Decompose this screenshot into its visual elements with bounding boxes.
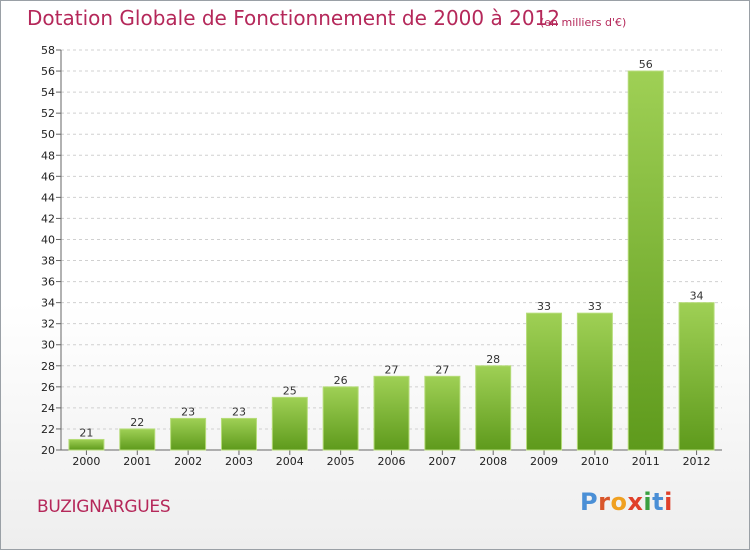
bar-value-label: 25 (283, 384, 297, 397)
bar (373, 375, 410, 451)
bar-value-label: 27 (435, 363, 449, 376)
y-tick-label: 48 (41, 149, 55, 162)
bar (271, 396, 308, 451)
bar (68, 438, 105, 451)
bar (220, 417, 257, 451)
bar (678, 302, 715, 451)
chart-subtitle: (en milliers d'€) (540, 16, 627, 29)
logo-letter: x (627, 488, 644, 516)
logo-letter: P (580, 488, 599, 516)
x-tick-label: 2001 (123, 455, 151, 468)
bar-value-label: 34 (690, 290, 704, 303)
x-tick-label: 2010 (581, 455, 609, 468)
bar-value-label: 23 (181, 405, 195, 418)
labels: 20 22 24 26 28 30 32 34 36 38 40 42 44 46 48 50 52 54 56 58… (41, 44, 711, 468)
x-tick-label: 2002 (174, 455, 202, 468)
bar (322, 386, 359, 451)
proxiti-logo[interactable]: Proxiti (580, 488, 673, 516)
bar-value-label: 33 (588, 300, 602, 313)
x-tick-label: 2000 (72, 455, 100, 468)
y-tick-label: 46 (41, 170, 55, 183)
bar (424, 375, 461, 451)
x-tick-label: 2009 (530, 455, 558, 468)
bar (475, 365, 512, 451)
logo-letter: i (664, 488, 673, 516)
bars (68, 70, 715, 451)
y-tick-label: 58 (41, 44, 55, 57)
logo-letter: r (598, 488, 611, 516)
logo-letter: i (643, 488, 653, 516)
y-tick-label: 52 (41, 107, 55, 120)
y-tick-label: 32 (41, 318, 55, 331)
y-tick-label: 54 (41, 86, 55, 99)
x-tick-label: 2006 (378, 455, 406, 468)
bar (526, 312, 563, 451)
y-tick-label: 40 (41, 233, 55, 246)
y-tick-label: 20 (41, 444, 55, 457)
bar (170, 417, 207, 451)
y-tick-label: 50 (41, 128, 55, 141)
x-tick-label: 2007 (428, 455, 456, 468)
y-tick-label: 22 (41, 423, 55, 436)
logo-letter: t (652, 488, 665, 516)
y-tick-label: 28 (41, 360, 55, 373)
y-tick-label: 44 (41, 191, 55, 204)
bar-value-label: 23 (232, 405, 246, 418)
bar-value-label: 28 (486, 353, 500, 366)
x-tick-label: 2004 (276, 455, 304, 468)
y-tick-label: 36 (41, 276, 55, 289)
bar-value-label: 33 (537, 300, 551, 313)
bar (119, 428, 156, 451)
y-tick-label: 30 (41, 339, 55, 352)
x-tick-label: 2011 (632, 455, 660, 468)
x-tick-label: 2012 (683, 455, 711, 468)
logo-letter: o (610, 488, 628, 516)
y-tick-label: 26 (41, 381, 55, 394)
bar (576, 312, 613, 451)
bar-value-label: 21 (79, 426, 93, 439)
bar-value-label: 56 (639, 58, 653, 71)
y-tick-label: 42 (41, 212, 55, 225)
y-tick-label: 38 (41, 255, 55, 268)
y-tick-label: 56 (41, 65, 55, 78)
bar (627, 70, 664, 451)
y-tick-label: 24 (41, 402, 55, 415)
bar-value-label: 27 (385, 363, 399, 376)
chart-title: Dotation Globale de Fonctionnement de 20… (27, 6, 560, 30)
commune-name: BUZIGNARGUES (37, 497, 171, 517)
y-tick-label: 34 (41, 297, 55, 310)
bar-value-label: 22 (130, 416, 144, 429)
bar-value-label: 26 (334, 374, 348, 387)
x-tick-label: 2005 (327, 455, 355, 468)
x-tick-label: 2008 (479, 455, 507, 468)
x-tick-label: 2003 (225, 455, 253, 468)
